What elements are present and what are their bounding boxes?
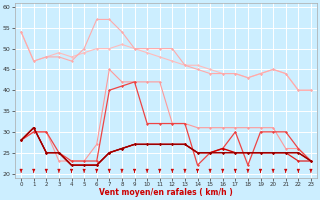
X-axis label: Vent moyen/en rafales ( km/h ): Vent moyen/en rafales ( km/h ): [99, 188, 233, 197]
